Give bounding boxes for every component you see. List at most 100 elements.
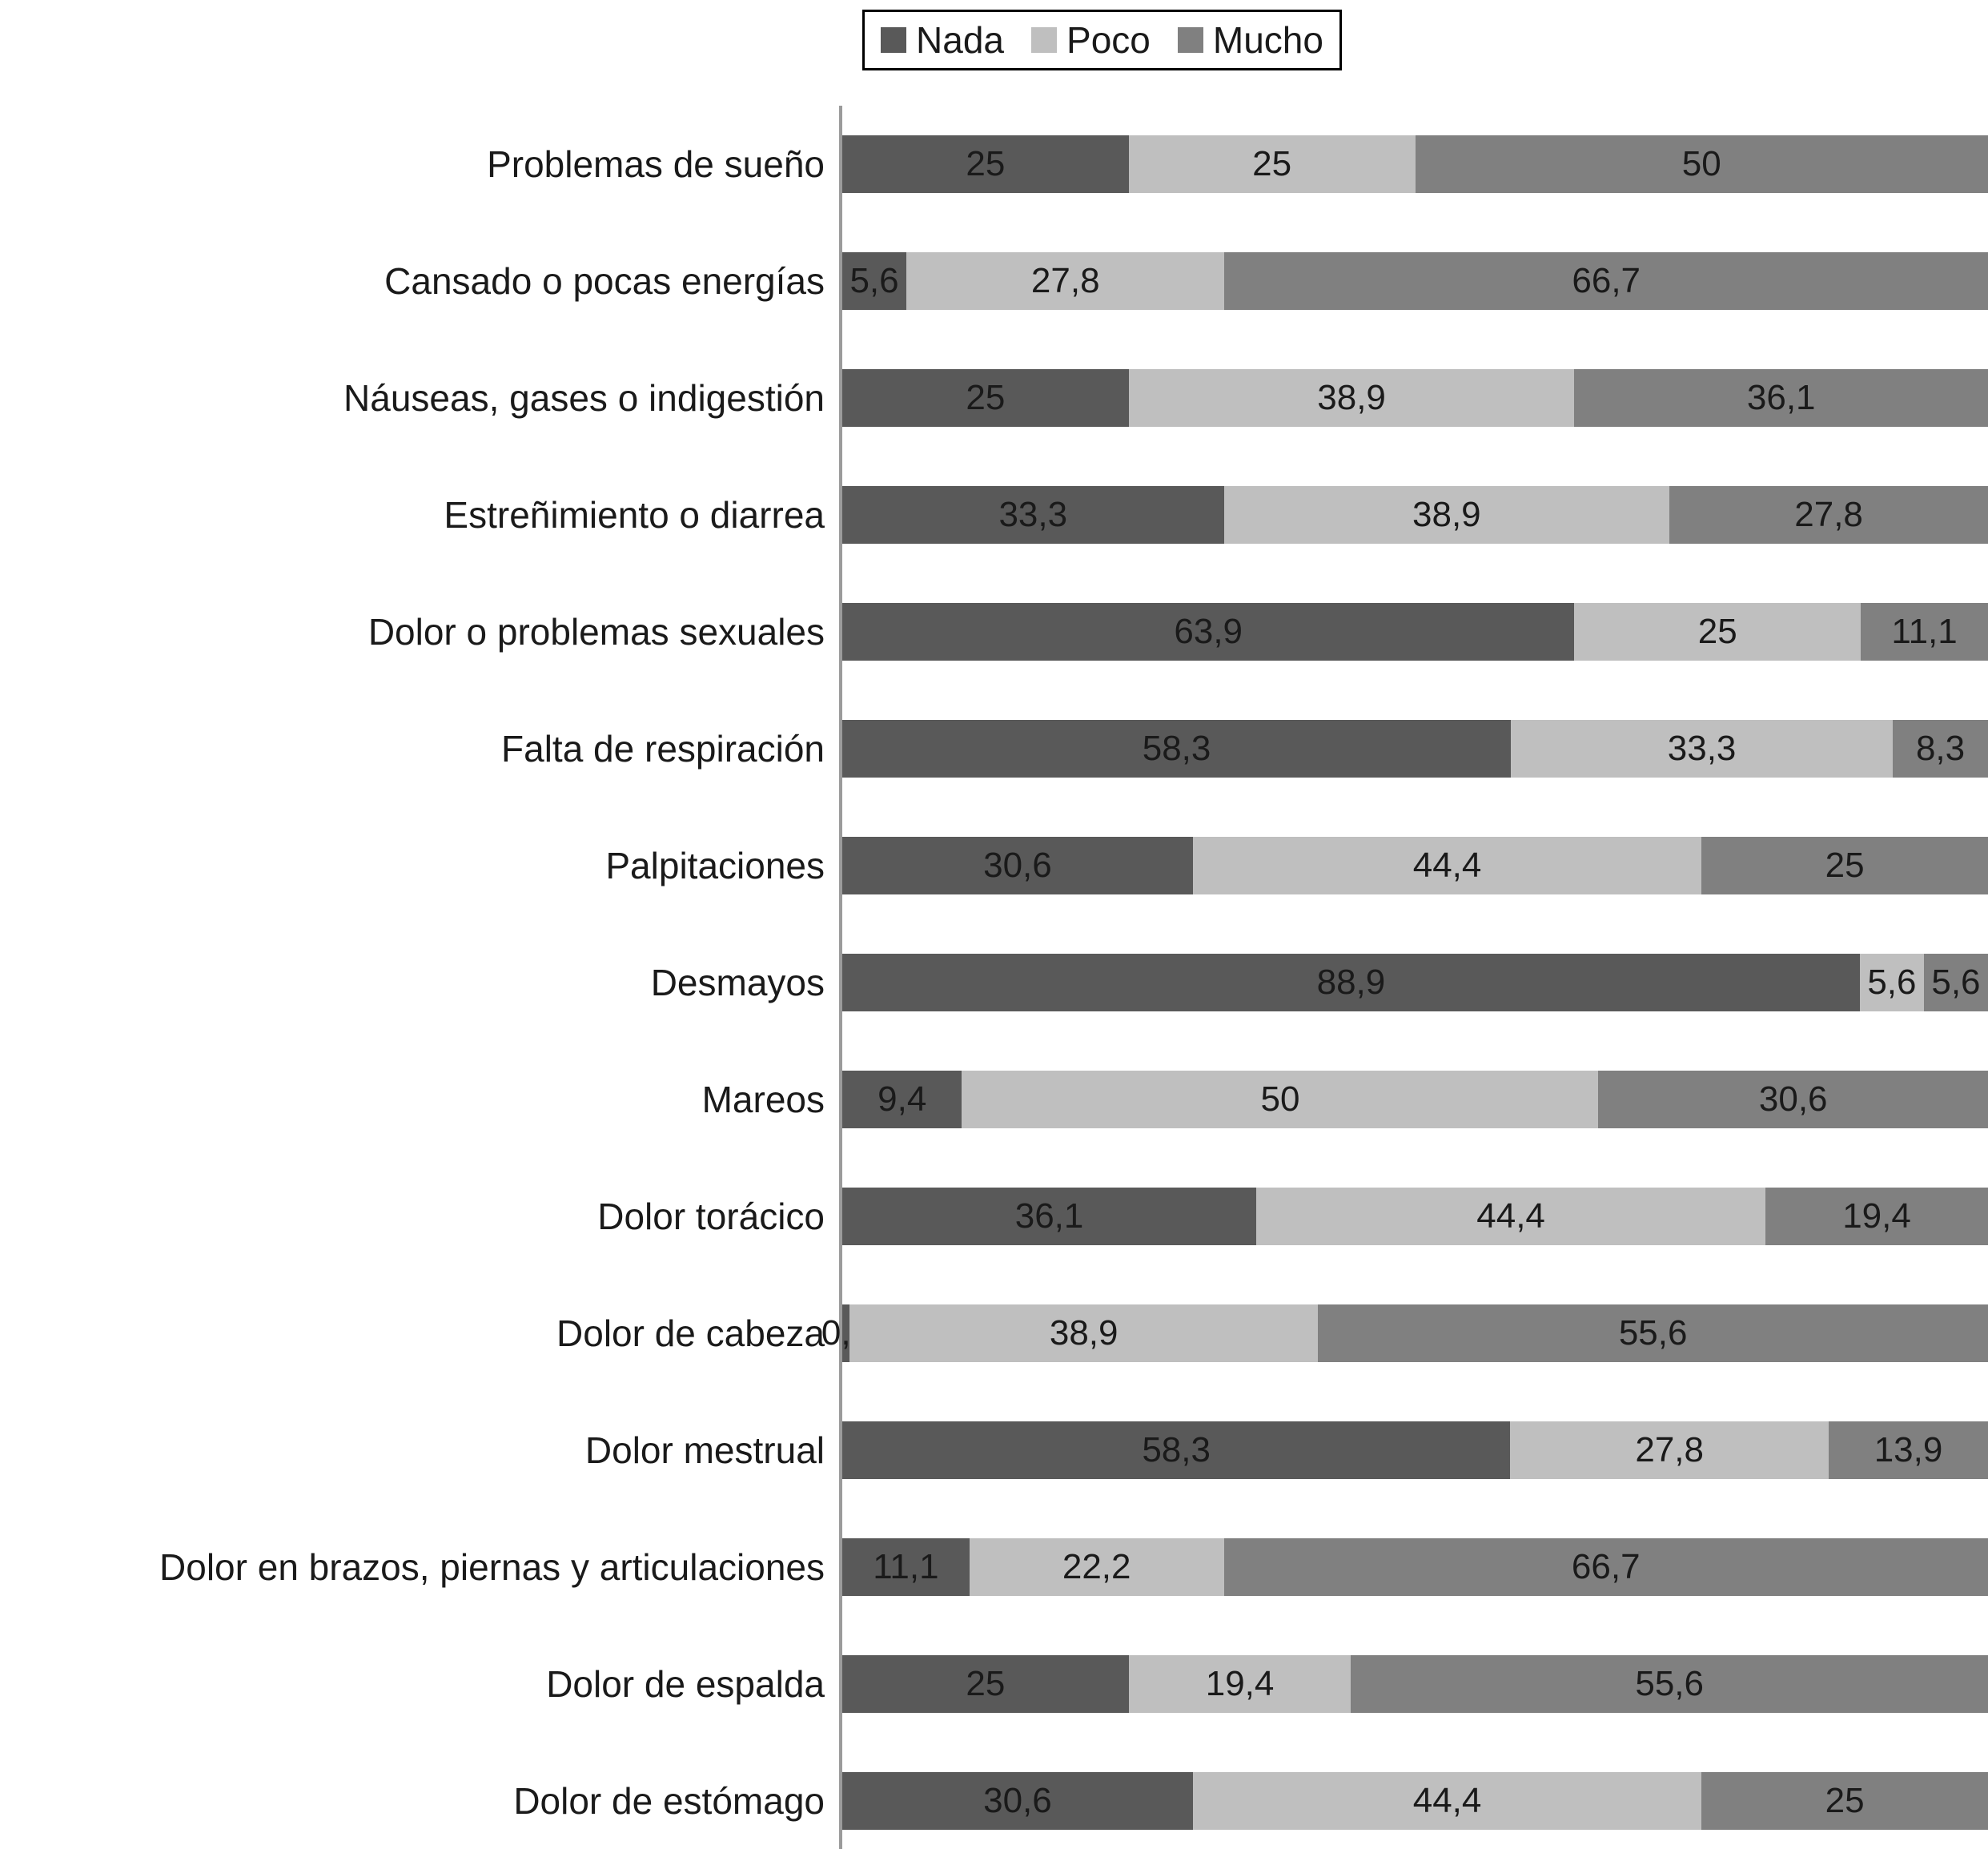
value-label: 8,3 <box>1915 729 1966 768</box>
stacked-bar: 58,3 27,8 13,9 <box>842 1421 1988 1479</box>
chart-row: Dolor o problemas sexuales 63,9 25 11,1 <box>0 573 1988 690</box>
bar-segment-poco: 25 <box>1128 135 1416 193</box>
bar-segment-poco: 33,3 <box>1511 720 1894 778</box>
value-label: 27,8 <box>1635 1430 1704 1469</box>
value-label: 55,6 <box>1618 1313 1688 1353</box>
category-label: Mareos <box>701 1079 825 1120</box>
bar-segment-mucho: 66,7 <box>1223 1538 1988 1596</box>
bar-segment-mucho: 36,1 <box>1574 369 1988 427</box>
chart-row: Dolor mestrual 58,3 27,8 13,9 <box>0 1392 1988 1509</box>
chart-row: Palpitaciones 30,6 44,4 25 <box>0 807 1988 924</box>
bar-segment-poco: 38,9 <box>1223 486 1670 544</box>
bar-track: 30,6 44,4 25 <box>839 807 1988 924</box>
value-label: 55,6 <box>1635 1664 1704 1703</box>
bar-segment-poco: 44,4 <box>1192 837 1702 894</box>
category-label: Dolor torácico <box>597 1196 825 1237</box>
category-label: Desmayos <box>650 962 825 1003</box>
value-label: 66,7 <box>1572 261 1641 300</box>
value-label: 25 <box>1825 1781 1865 1820</box>
bar-segment-mucho: 8,3 <box>1893 720 1988 778</box>
value-label: 11,1 <box>1891 612 1958 651</box>
bar-track: 25 19,4 55,6 <box>839 1626 1988 1742</box>
value-label: 27,8 <box>1794 495 1863 534</box>
bar-segment-mucho: 25 <box>1701 837 1988 894</box>
legend-label-mucho: Mucho <box>1212 19 1323 61</box>
bar-segment-nada: 63,9 <box>842 603 1575 661</box>
bar-segment-mucho: 5,6 <box>1923 954 1988 1011</box>
value-label: 25 <box>966 378 1006 417</box>
bar-track: 25 25 50 <box>839 106 1988 223</box>
value-label: 33,3 <box>998 495 1068 534</box>
bar-segment-mucho: 30,6 <box>1598 1071 1988 1128</box>
category-label: Dolor de estómago <box>513 1780 825 1822</box>
bar-track: 58,3 33,3 8,3 <box>839 690 1988 807</box>
stacked-bar: 30,6 44,4 25 <box>842 837 1988 894</box>
category-label: Dolor o problemas sexuales <box>367 611 825 653</box>
stacked-bar: 25 25 50 <box>842 135 1988 193</box>
value-label: 58,3 <box>1142 729 1211 768</box>
bar-segment-nada: 25 <box>842 369 1129 427</box>
bar-track: 58,3 27,8 13,9 <box>839 1392 1988 1509</box>
stacked-bar: 36,1 44,4 19,4 <box>842 1188 1988 1245</box>
stacked-bar: 0,6 38,9 55,6 <box>821 1304 1988 1362</box>
bar-track: 88,9 5,6 5,6 <box>839 924 1988 1041</box>
bar-track: 11,1 22,2 66,7 <box>839 1509 1988 1626</box>
value-label: 9,4 <box>878 1079 927 1119</box>
category-label: Falta de respiración <box>501 728 825 770</box>
value-label: 88,9 <box>1316 963 1386 1002</box>
value-label: 11,1 <box>873 1547 939 1586</box>
category-label: Palpitaciones <box>605 845 825 886</box>
category-label: Cansado o pocas energías <box>384 260 825 302</box>
value-label: 13,9 <box>1874 1430 1943 1469</box>
bar-segment-mucho: 11,1 <box>1861 603 1988 661</box>
bar-track: 9,4 50 30,6 <box>839 1041 1988 1158</box>
bar-segment-poco: 44,4 <box>1256 1188 1766 1245</box>
legend-box: Nada Poco Mucho <box>862 10 1342 70</box>
value-label: 44,4 <box>1476 1196 1545 1236</box>
bar-track: 25 38,9 36,1 <box>839 340 1988 456</box>
stacked-bar: 25 38,9 36,1 <box>842 369 1988 427</box>
stacked-bar: 25 19,4 55,6 <box>842 1655 1988 1713</box>
value-label: 36,1 <box>1014 1196 1084 1236</box>
bar-segment-nada: 0,6 <box>821 1304 870 1362</box>
category-label: Náuseas, gases o indigestión <box>343 377 825 419</box>
value-label: 50 <box>1681 144 1721 183</box>
chart-row: Dolor en brazos, piernas y articulacione… <box>0 1509 1988 1626</box>
category-label: Dolor de espalda <box>546 1663 825 1705</box>
bar-segment-mucho: 55,6 <box>1351 1655 1988 1713</box>
value-label: 5,6 <box>849 261 899 300</box>
value-label: 44,4 <box>1412 1781 1482 1820</box>
bar-segment-nada: 33,3 <box>842 486 1224 544</box>
legend-swatch-mucho <box>1177 27 1203 53</box>
bar-segment-mucho: 13,9 <box>1829 1421 1988 1479</box>
value-label: 50 <box>1260 1079 1300 1119</box>
bar-segment-poco: 27,8 <box>1510 1421 1829 1479</box>
bar-segment-nada: 58,3 <box>842 1421 1511 1479</box>
chart-row: Falta de respiración 58,3 33,3 8,3 <box>0 690 1988 807</box>
stacked-bar: 63,9 25 11,1 <box>842 603 1988 661</box>
legend-swatch-poco <box>1031 27 1058 53</box>
value-label: 30,6 <box>1758 1079 1828 1119</box>
value-label: 30,6 <box>983 1781 1052 1820</box>
value-label: 27,8 <box>1030 261 1100 300</box>
bar-segment-poco: 50 <box>962 1071 1599 1128</box>
value-label: 25 <box>1697 612 1737 651</box>
value-label: 19,4 <box>1842 1196 1911 1236</box>
value-label: 5,6 <box>1867 963 1917 1002</box>
bar-segment-poco: 19,4 <box>1128 1655 1351 1713</box>
bar-segment-mucho: 55,6 <box>1318 1304 1988 1362</box>
value-label: 66,7 <box>1571 1547 1641 1586</box>
chart-row: Dolor de estómago 30,6 44,4 25 <box>0 1742 1988 1849</box>
bar-segment-nada: 88,9 <box>842 954 1860 1011</box>
value-label: 5,6 <box>1931 963 1981 1002</box>
stacked-bar: 11,1 22,2 66,7 <box>842 1538 1988 1596</box>
bar-track: 5,6 27,8 66,7 <box>839 223 1988 340</box>
value-label: 25 <box>966 144 1006 183</box>
chart-row: Dolor de espalda 25 19,4 55,6 <box>0 1626 1988 1742</box>
legend: Nada Poco Mucho <box>108 0 1988 70</box>
value-label: 58,3 <box>1142 1430 1211 1469</box>
bar-segment-nada: 30,6 <box>842 1772 1193 1830</box>
chart-row: Dolor de cabeza 0,6 38,9 55,6 <box>0 1275 1988 1392</box>
bar-track: 0,6 38,9 55,6 <box>821 1275 1988 1392</box>
